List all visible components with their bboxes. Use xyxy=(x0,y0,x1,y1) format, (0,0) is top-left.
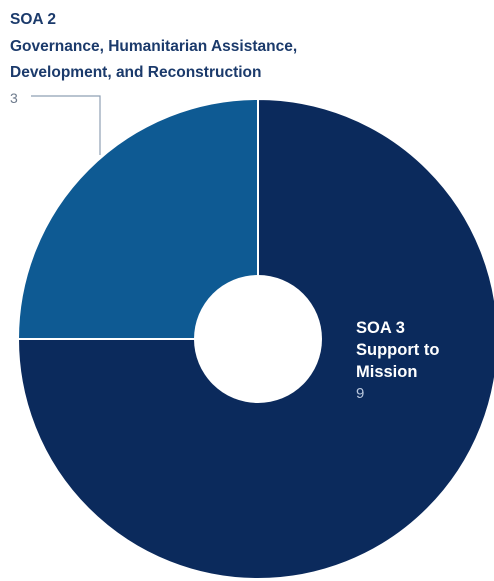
slice-value-soa3: 9 xyxy=(356,385,364,402)
slice-label-soa2-code: SOA 2 xyxy=(10,11,56,28)
donut-hole xyxy=(194,275,322,403)
chart-slices xyxy=(16,97,494,580)
leader-line-soa2 xyxy=(31,95,101,155)
slice-label-soa2-line2: Development, and Reconstruction xyxy=(10,64,261,81)
slice-value-soa2: 3 xyxy=(10,90,18,106)
slice-label-soa3-code: SOA 3 xyxy=(356,319,405,337)
slice-label-soa3-line2: Mission xyxy=(356,363,417,381)
slice-label-soa3-line1: Support to xyxy=(356,341,439,359)
slice-label-soa2-line1: Governance, Humanitarian Assistance, xyxy=(10,38,297,55)
pie-slice-soa2 xyxy=(16,97,259,340)
pie-slice-soa3 xyxy=(16,97,494,580)
